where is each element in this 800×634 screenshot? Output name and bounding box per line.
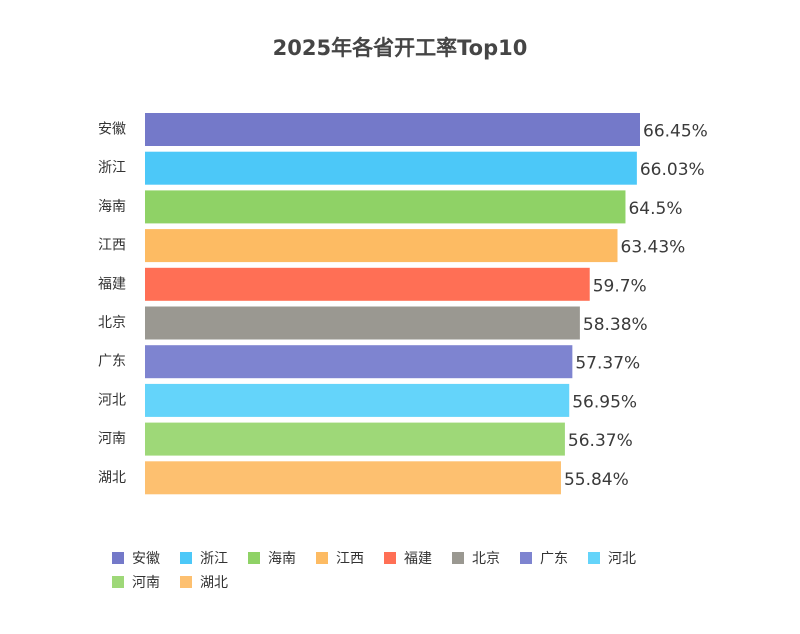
data-label: 63.43% (621, 238, 686, 258)
category-label: 浙江 (98, 160, 126, 176)
legend-item[interactable]: 浙江 (180, 548, 228, 568)
category-label: 河南 (98, 431, 126, 447)
category-label: 江西 (98, 238, 126, 254)
legend-swatch (520, 552, 532, 564)
bar (145, 461, 561, 495)
legend-item[interactable]: 湖北 (180, 572, 228, 592)
bar (145, 151, 637, 185)
chart-title: 2025年各省开工率Top10 (272, 36, 528, 60)
bar (145, 306, 580, 340)
legend-swatch (112, 552, 124, 564)
legend-swatch (180, 552, 192, 564)
bar-chart: 安徽 66.45% 浙江 66.03% 海南 64.5% 江西 63.43% 福建 59.7% 北京… (98, 113, 708, 495)
legend-label: 江西 (336, 551, 364, 567)
bar (145, 190, 626, 224)
legend-label: 河南 (132, 575, 160, 591)
legend-label: 浙江 (200, 551, 228, 567)
legend-label: 福建 (404, 551, 432, 567)
category-label: 安徽 (98, 122, 126, 138)
legend-label: 海南 (268, 551, 296, 567)
category-label: 北京 (98, 315, 126, 331)
data-label: 64.5% (628, 199, 682, 219)
category-label: 湖北 (98, 470, 126, 486)
legend-label: 广东 (540, 551, 568, 567)
data-label: 57.37% (575, 354, 640, 374)
category-label: 河北 (98, 392, 126, 408)
category-label: 海南 (98, 199, 126, 215)
bar (145, 267, 590, 301)
data-label: 56.37% (568, 431, 633, 451)
bar (145, 113, 640, 146)
data-label: 66.03% (640, 160, 705, 180)
chart-legend: 安徽 浙江 海南 江西 福建 北京 广东 河北河南 湖北 (112, 548, 712, 592)
legend-label: 安徽 (132, 551, 160, 567)
data-label: 66.45% (643, 122, 708, 142)
legend-item[interactable]: 河北 (588, 548, 636, 568)
legend-swatch (248, 552, 260, 564)
bar (145, 422, 565, 456)
legend-swatch (588, 552, 600, 564)
legend-swatch (180, 576, 192, 588)
legend-swatch (384, 552, 396, 564)
data-label: 56.95% (572, 392, 637, 412)
legend-label: 河北 (608, 551, 636, 567)
data-label: 59.7% (593, 276, 647, 296)
data-label: 58.38% (583, 315, 648, 335)
legend-label: 湖北 (200, 575, 228, 591)
legend-item[interactable]: 河南 (112, 572, 160, 592)
bar (145, 229, 618, 263)
legend-swatch (316, 552, 328, 564)
legend-swatch (452, 552, 464, 564)
bar (145, 383, 570, 417)
legend-item[interactable]: 江西 (316, 548, 364, 568)
legend-item[interactable]: 广东 (520, 548, 568, 568)
data-label: 55.84% (564, 470, 629, 490)
bar (145, 345, 573, 379)
legend-label: 北京 (472, 551, 500, 567)
legend-item[interactable]: 安徽 (112, 548, 160, 568)
legend-item[interactable]: 福建 (384, 548, 432, 568)
legend-swatch (112, 576, 124, 588)
category-label: 福建 (98, 276, 126, 292)
legend-item[interactable]: 海南 (248, 548, 296, 568)
category-label: 广东 (98, 354, 126, 370)
legend-item[interactable]: 北京 (452, 548, 500, 568)
